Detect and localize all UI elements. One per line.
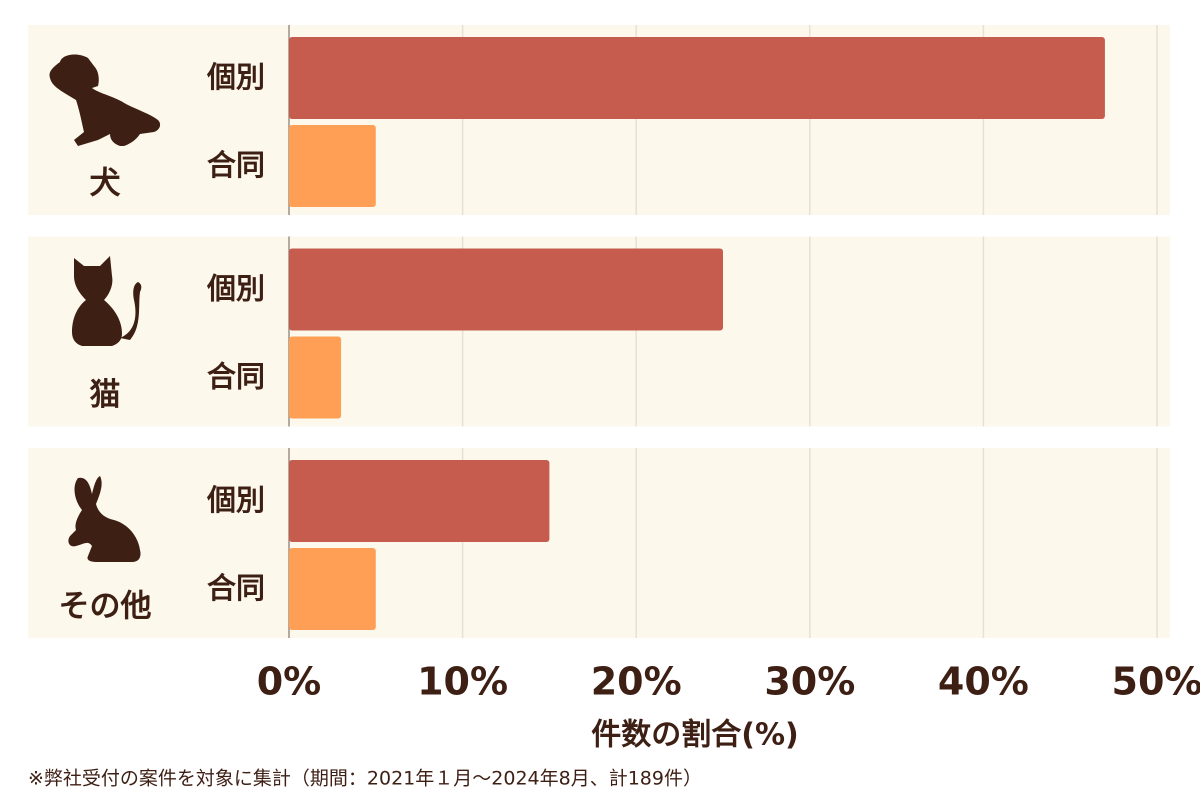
bars bbox=[289, 37, 1105, 630]
series-label: 個別 bbox=[206, 272, 265, 306]
bar bbox=[289, 37, 1105, 119]
dog-icon bbox=[49, 54, 161, 146]
series-label: 合同 bbox=[207, 148, 265, 182]
category-label: その他 bbox=[59, 589, 152, 625]
rabbit-icon bbox=[68, 476, 141, 562]
x-axis-title: 件数の割合(%) bbox=[591, 718, 798, 753]
series-label: 個別 bbox=[206, 483, 265, 517]
bar bbox=[289, 548, 376, 630]
category-label: 猫 bbox=[90, 377, 121, 413]
panel bbox=[28, 448, 1170, 638]
series-label: 合同 bbox=[207, 571, 265, 605]
series-label: 個別 bbox=[206, 60, 265, 94]
x-tick-label: 50% bbox=[1112, 660, 1200, 704]
x-tick-label: 0% bbox=[257, 660, 322, 704]
x-tick-label: 40% bbox=[938, 660, 1029, 704]
series-label: 合同 bbox=[207, 360, 265, 394]
bar bbox=[289, 125, 376, 207]
cat-icon bbox=[72, 256, 142, 346]
footnote: ※弊社受付の案件を対象に集計（期間：2021年１月～2024年8月、計189件） bbox=[28, 768, 702, 790]
x-tick-label: 30% bbox=[764, 660, 855, 704]
x-tick-label: 10% bbox=[417, 660, 508, 704]
x-tick-label: 20% bbox=[591, 660, 682, 704]
bar bbox=[289, 248, 723, 331]
category-label: 犬 bbox=[90, 166, 121, 202]
bar bbox=[289, 460, 550, 542]
icons bbox=[49, 54, 161, 562]
bar bbox=[289, 336, 342, 419]
